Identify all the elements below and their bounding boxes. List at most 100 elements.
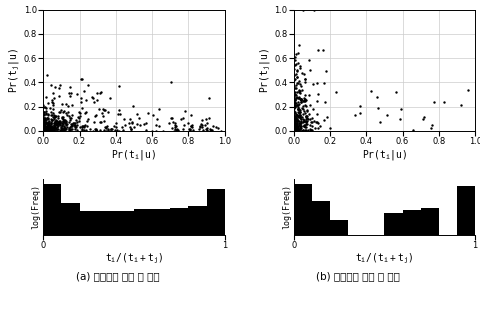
Point [42,118,50,123]
Point [43,124,51,129]
Point [292,123,300,128]
Point [86,126,94,132]
Point [300,98,307,103]
Point [290,126,298,132]
Point [100,108,108,113]
Point [294,105,302,110]
Point [106,96,114,101]
Point [296,90,304,95]
Point [40,128,48,133]
Point [43,127,50,133]
Point [202,117,210,122]
Point [292,92,300,97]
Point [291,92,299,97]
Point [39,125,47,130]
Point [295,78,302,83]
Point [40,128,48,133]
Point [41,128,49,133]
Point [60,118,67,123]
Point [56,123,63,128]
Point [50,127,58,132]
Point [293,68,300,73]
Point [313,80,321,85]
Point [41,125,48,130]
Point [294,114,301,119]
Point [333,90,340,95]
Point [44,126,52,131]
Point [304,127,312,133]
Point [39,127,47,132]
Point [309,124,316,129]
Point [306,117,314,122]
Point [296,120,303,126]
Point [297,126,304,132]
Point [128,126,135,131]
Point [302,116,310,121]
Point [126,124,134,129]
Point [42,110,50,115]
Point [89,96,97,101]
Point [112,124,120,129]
Point [186,127,194,132]
Point [292,126,300,132]
Point [73,128,81,133]
Point [66,128,73,133]
Point [303,109,311,114]
Point [290,105,298,110]
Point [179,115,187,120]
Point [293,126,301,132]
Point [291,128,299,133]
Point [92,128,100,133]
Point [294,61,302,66]
Point [293,74,300,80]
Point [114,111,121,116]
Point [40,128,48,133]
Point [292,118,300,123]
Point [313,119,321,124]
Point [41,128,49,133]
Point [153,117,161,122]
Point [302,119,310,124]
Point [290,92,298,97]
Point [292,122,300,127]
Point [42,127,50,133]
Point [384,113,391,118]
Point [52,127,60,132]
Y-axis label: $\mathtt{Pr(t_j|u)}$: $\mathtt{Pr(t_j|u)}$ [258,48,273,93]
Point [298,114,305,120]
Point [187,113,194,118]
Point [47,120,55,125]
Point [45,120,53,125]
Point [52,113,60,118]
Point [294,50,301,55]
Point [291,77,299,82]
Point [171,120,179,126]
Point [71,126,78,131]
Point [294,102,302,107]
Point [52,125,60,130]
Point [301,79,309,84]
Point [48,125,55,130]
Point [39,128,47,133]
Point [40,118,48,123]
Point [292,117,300,122]
Point [107,127,115,132]
Point [46,125,53,130]
Point [297,126,304,131]
Point [78,128,86,133]
Point [188,122,196,127]
Point [90,120,97,125]
Point [41,122,49,127]
Point [392,90,400,95]
Point [294,74,301,80]
Point [120,127,127,133]
Point [187,123,195,128]
Bar [189,206,206,235]
Point [43,72,50,77]
Point [291,122,299,127]
Point [51,113,59,119]
Point [291,63,299,68]
Point [142,128,150,133]
Point [294,107,302,112]
Point [58,114,66,119]
